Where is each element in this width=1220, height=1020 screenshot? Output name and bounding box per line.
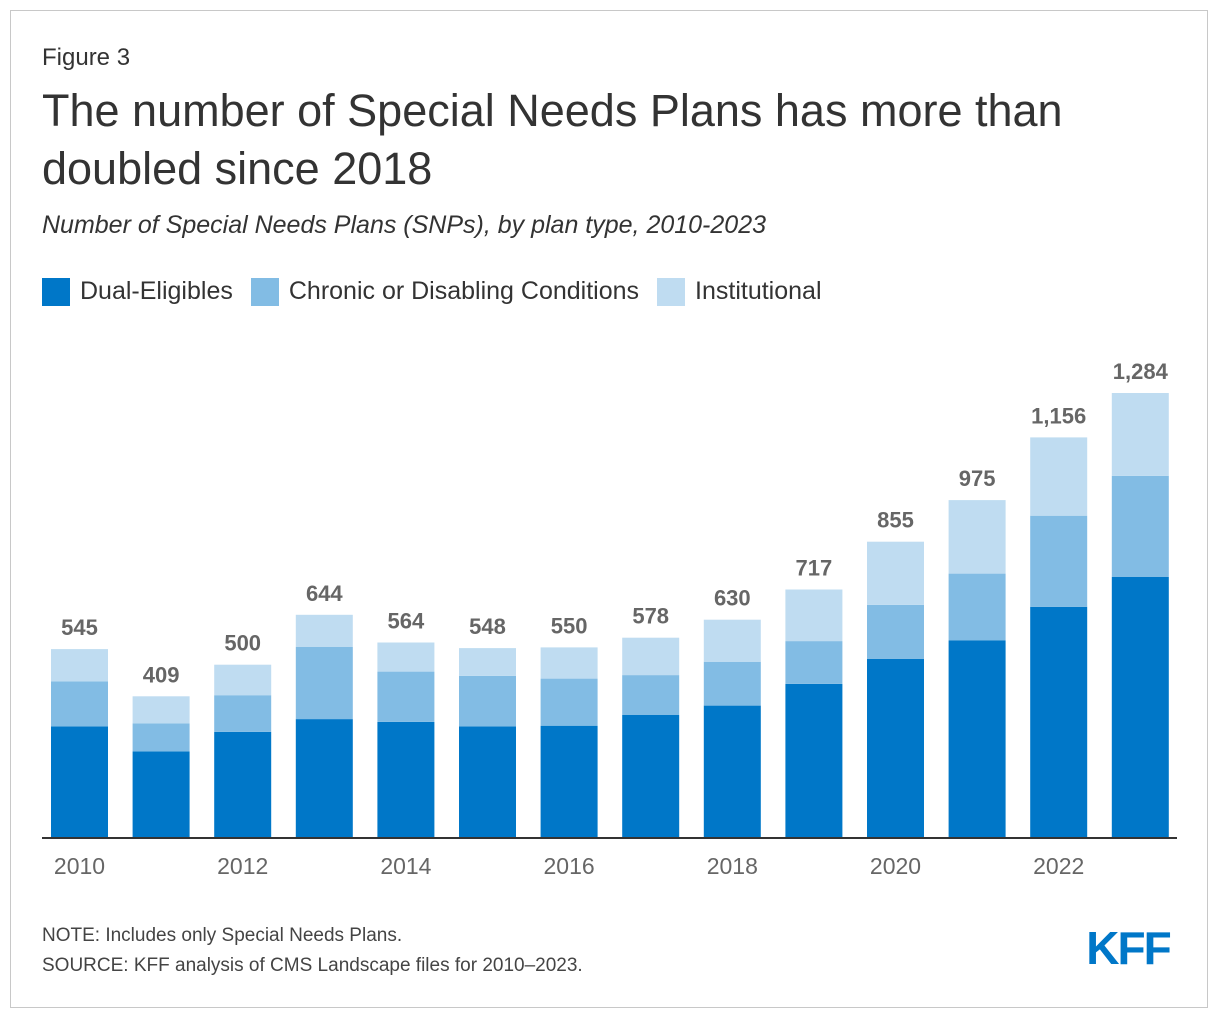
x-tick-label-2020: 2020	[870, 853, 921, 879]
bar-2021-series-1	[948, 573, 1006, 641]
bar-2017-series-2	[622, 637, 680, 676]
data-label-2023: 1,284	[1113, 359, 1169, 384]
bar-2016-series-2	[540, 647, 598, 679]
data-label-2022: 1,156	[1031, 403, 1086, 428]
bar-2018-series-1	[703, 661, 761, 706]
bar-2017-series-1	[622, 675, 680, 715]
data-label-2018: 630	[714, 586, 751, 611]
data-label-2017: 578	[632, 604, 669, 629]
bar-2017-series-0	[622, 715, 680, 838]
note-text: NOTE: Includes only Special Needs Plans.	[42, 925, 403, 946]
figure-frame	[10, 10, 1208, 1008]
x-tick-label-2016: 2016	[544, 853, 595, 879]
bar-2011-series-1	[132, 723, 190, 752]
figure-label: Figure 3	[42, 44, 131, 71]
bar-2019-series-0	[785, 683, 843, 838]
bar-2019-series-2	[785, 589, 843, 642]
data-label-2020: 855	[877, 508, 914, 533]
data-label-2016: 550	[551, 613, 588, 638]
bar-2015-series-0	[459, 726, 516, 838]
bar-2011-series-0	[132, 751, 190, 838]
bar-2020-series-0	[867, 658, 924, 838]
bar-2015-series-2	[459, 648, 516, 676]
bar-2023-series-1	[1111, 475, 1169, 577]
legend-swatch-institutional	[657, 277, 686, 306]
bar-2019-series-1	[785, 641, 843, 684]
legend-label-dual-eligibles: Dual-Eligibles	[80, 277, 233, 305]
bar-2022-series-0	[1030, 606, 1088, 838]
legend-item-chronic: Chronic or Disabling Conditions	[250, 277, 640, 306]
bar-2014-series-2	[377, 642, 435, 672]
data-label-2014: 564	[388, 609, 425, 634]
x-tick-label-2014: 2014	[380, 853, 431, 879]
chart-title: The number of Special Needs Plans has mo…	[42, 85, 1063, 194]
bar-2020-series-2	[867, 541, 924, 605]
legend-swatch-dual-eligibles	[42, 277, 70, 306]
data-label-2013: 644	[306, 581, 343, 606]
bar-2023-series-2	[1111, 393, 1169, 476]
kff-logo: KFF	[1086, 924, 1172, 968]
bar-2014-series-1	[377, 671, 435, 722]
data-label-2011: 409	[143, 662, 180, 687]
bar-2010-series-2	[51, 649, 108, 682]
legend-item-institutional: Institutional	[657, 277, 822, 306]
bar-2018-series-2	[703, 619, 761, 662]
bar-2010-series-1	[51, 681, 108, 727]
bar-2013-series-1	[295, 647, 353, 720]
bar-2021-series-2	[948, 500, 1006, 574]
bar-2022-series-1	[1030, 515, 1088, 607]
bar-2018-series-0	[703, 705, 761, 838]
legend-label-chronic: Chronic or Disabling Conditions	[288, 277, 640, 305]
bar-2021-series-0	[948, 640, 1006, 838]
bar-2013-series-0	[295, 719, 353, 838]
bar-2015-series-1	[459, 675, 516, 727]
legend-item-dual-eligibles: Dual-Eligibles	[42, 277, 233, 306]
stacked-bar-chart: 545 2010 409 500 2012 644 564 2014 548 550 2016 578…	[42, 359, 1177, 879]
source-text: SOURCE: KFF analysis of CMS Landscape fi…	[42, 955, 583, 976]
bar-2012-series-1	[214, 695, 272, 732]
bar-2011-series-2	[132, 696, 190, 724]
bar-2014-series-0	[377, 721, 435, 838]
bar-2020-series-1	[867, 604, 924, 659]
data-label-2019: 717	[796, 556, 833, 581]
chart-subtitle: Number of Special Needs Plans (SNPs), by…	[42, 211, 766, 239]
data-label-2012: 500	[224, 631, 261, 656]
bar-2013-series-2	[295, 614, 353, 647]
bar-2022-series-2	[1030, 437, 1088, 516]
x-tick-label-2010: 2010	[54, 853, 105, 879]
x-tick-label-2018: 2018	[707, 853, 758, 879]
legend-swatch-chronic	[250, 277, 279, 306]
kff-logo-text: KFF	[1086, 924, 1170, 968]
data-label-2010: 545	[61, 615, 98, 640]
bar-2016-series-0	[540, 725, 598, 838]
x-tick-label-2022: 2022	[1033, 853, 1084, 879]
bar-2012-series-0	[214, 731, 272, 838]
bar-2010-series-0	[51, 726, 108, 838]
data-label-2015: 548	[469, 614, 506, 639]
bar-2012-series-2	[214, 664, 272, 696]
bar-2016-series-1	[540, 678, 598, 726]
x-tick-label-2012: 2012	[217, 853, 268, 879]
legend-label-institutional: Institutional	[695, 277, 822, 305]
data-label-2021: 975	[959, 466, 996, 491]
chart-legend: Dual-Eligibles Chronic or Disabling Cond…	[42, 277, 840, 306]
bar-2023-series-0	[1111, 577, 1169, 838]
